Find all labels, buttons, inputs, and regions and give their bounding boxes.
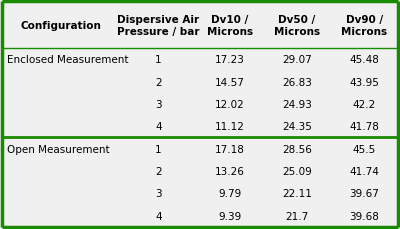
Text: 42.2: 42.2 — [353, 100, 376, 109]
Text: 13.26: 13.26 — [215, 166, 245, 176]
Text: 17.18: 17.18 — [215, 144, 245, 154]
Text: 1: 1 — [155, 55, 162, 65]
Text: 3: 3 — [155, 100, 162, 109]
Text: 22.11: 22.11 — [282, 188, 312, 198]
Text: 29.07: 29.07 — [282, 55, 312, 65]
Text: Dispersive Air
Pressure / bar: Dispersive Air Pressure / bar — [117, 15, 200, 36]
Text: 12.02: 12.02 — [215, 100, 244, 109]
Text: 9.39: 9.39 — [218, 211, 241, 221]
Text: Dv10 /
Microns: Dv10 / Microns — [207, 15, 253, 36]
Text: 25.09: 25.09 — [282, 166, 312, 176]
Text: 45.48: 45.48 — [350, 55, 379, 65]
Text: 39.68: 39.68 — [350, 211, 379, 221]
Text: 14.57: 14.57 — [215, 77, 245, 87]
Text: Open Measurement: Open Measurement — [7, 144, 110, 154]
Text: 17.23: 17.23 — [215, 55, 245, 65]
Text: Dv90 /
Microns: Dv90 / Microns — [341, 15, 388, 36]
Text: 41.74: 41.74 — [350, 166, 379, 176]
Text: 4: 4 — [155, 122, 162, 132]
Text: 2: 2 — [155, 166, 162, 176]
Text: 45.5: 45.5 — [353, 144, 376, 154]
Text: 28.56: 28.56 — [282, 144, 312, 154]
Text: Configuration: Configuration — [21, 21, 102, 31]
Text: 39.67: 39.67 — [350, 188, 379, 198]
Text: 24.93: 24.93 — [282, 100, 312, 109]
Text: Enclosed Measurement: Enclosed Measurement — [7, 55, 128, 65]
Text: 26.83: 26.83 — [282, 77, 312, 87]
Text: 3: 3 — [155, 188, 162, 198]
Text: 24.35: 24.35 — [282, 122, 312, 132]
Text: 11.12: 11.12 — [215, 122, 245, 132]
Text: 41.78: 41.78 — [350, 122, 379, 132]
Text: 21.7: 21.7 — [285, 211, 309, 221]
Text: 1: 1 — [155, 144, 162, 154]
Text: Dv50 /
Microns: Dv50 / Microns — [274, 15, 320, 36]
Text: 9.79: 9.79 — [218, 188, 241, 198]
Text: 2: 2 — [155, 77, 162, 87]
Text: 43.95: 43.95 — [350, 77, 379, 87]
Text: 4: 4 — [155, 211, 162, 221]
